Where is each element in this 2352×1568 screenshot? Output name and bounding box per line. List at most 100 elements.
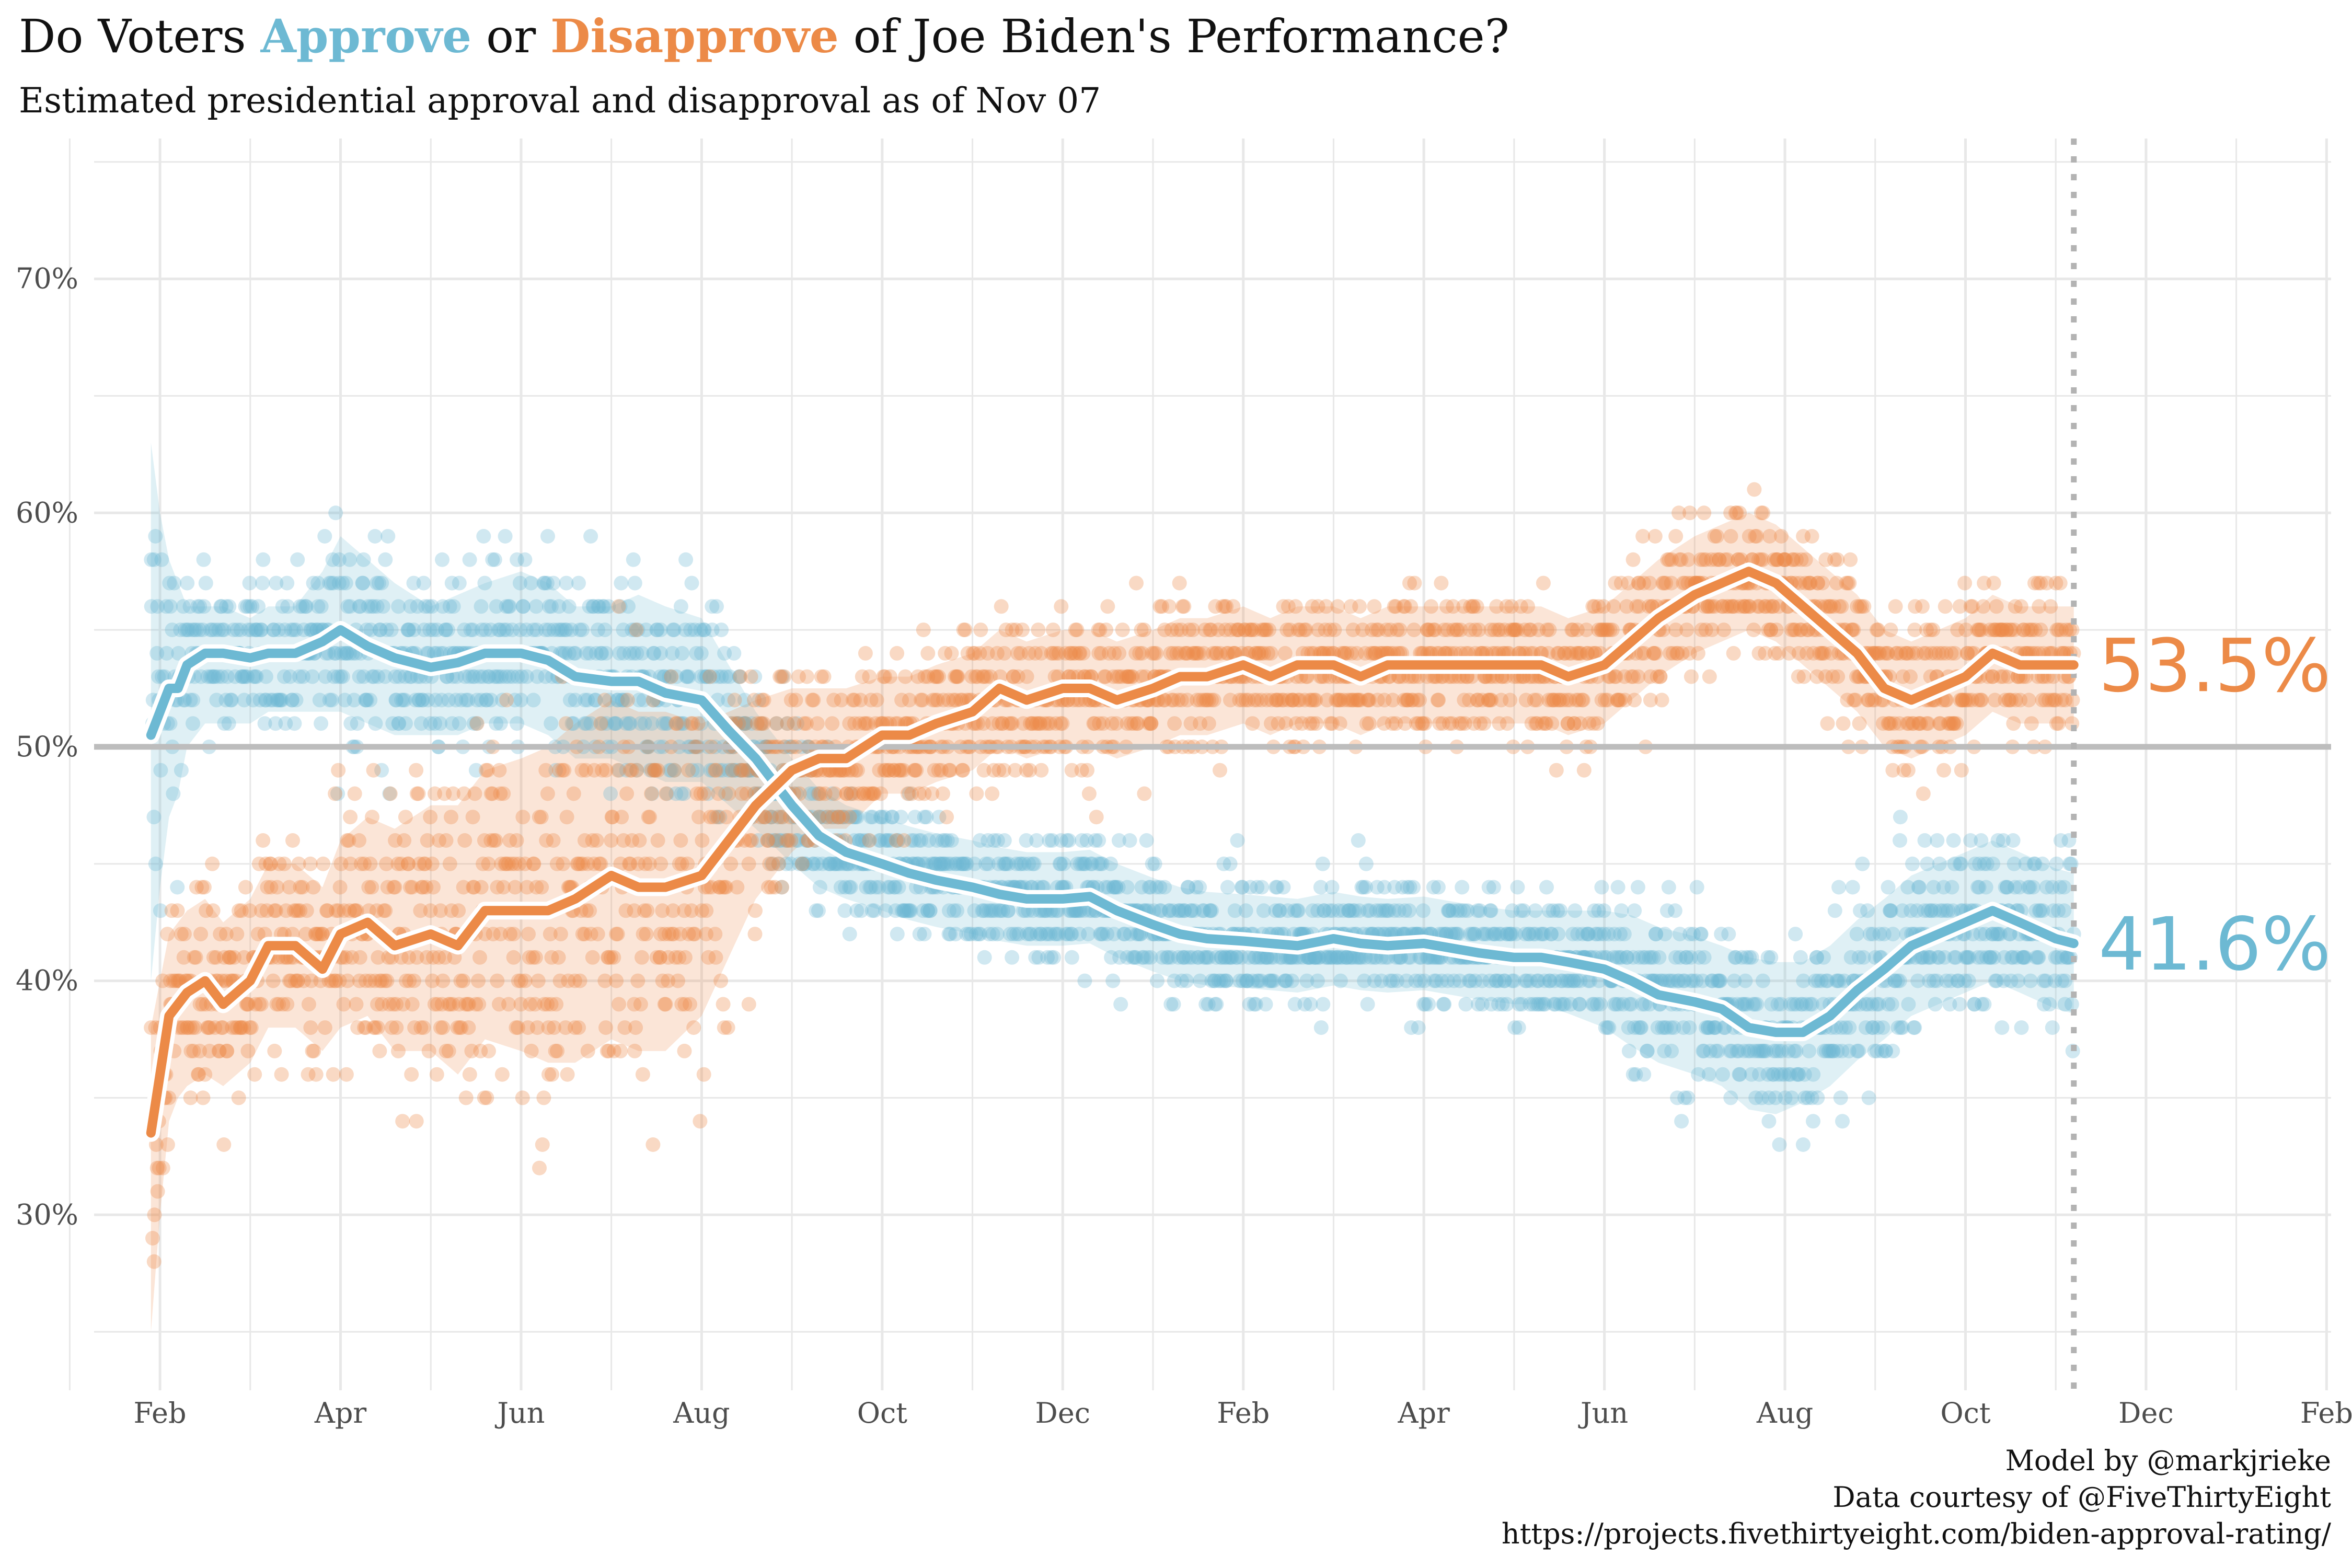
chart-subtitle: Estimated presidential approval and disa… xyxy=(19,80,1101,121)
poll-point xyxy=(506,927,521,942)
poll-point xyxy=(1046,950,1062,965)
poll-point xyxy=(1593,997,1608,1012)
poll-point xyxy=(339,1067,354,1082)
poll-point xyxy=(1749,997,1765,1012)
poll-point xyxy=(423,810,438,825)
poll-point xyxy=(650,833,665,848)
poll-point xyxy=(1064,950,1079,965)
poll-point xyxy=(1303,997,1318,1012)
poll-point xyxy=(1120,880,1135,895)
poll-point xyxy=(536,1090,551,1105)
poll-point xyxy=(235,669,250,684)
poll-point xyxy=(1926,622,1941,638)
poll-point xyxy=(280,997,295,1012)
poll-point xyxy=(442,856,457,871)
poll-point xyxy=(1642,575,1657,591)
poll-point xyxy=(1684,669,1699,684)
poll-point xyxy=(301,997,316,1012)
poll-point xyxy=(342,645,357,661)
poll-point xyxy=(1019,669,1034,684)
poll-point xyxy=(197,599,212,614)
end-label-approve: 41.6% xyxy=(2099,902,2331,987)
poll-point xyxy=(1062,833,1077,848)
poll-point xyxy=(1606,599,1621,614)
poll-point xyxy=(680,856,695,871)
poll-point xyxy=(457,622,472,638)
poll-point xyxy=(385,716,400,731)
poll-point xyxy=(422,622,437,638)
poll-point xyxy=(1089,810,1104,825)
poll-point xyxy=(433,716,448,731)
poll-point xyxy=(284,622,299,638)
poll-point xyxy=(1431,880,1446,895)
poll-point xyxy=(1553,903,1568,918)
poll-point xyxy=(349,997,364,1012)
poll-point xyxy=(406,575,421,591)
poll-point xyxy=(218,599,234,614)
poll-point xyxy=(352,950,367,965)
poll-point xyxy=(521,927,536,942)
poll-point xyxy=(1689,880,1704,895)
poll-point xyxy=(496,786,511,801)
poll-point xyxy=(414,693,430,708)
poll-point xyxy=(614,810,629,825)
poll-point xyxy=(252,693,268,708)
poll-point xyxy=(469,716,485,731)
poll-point xyxy=(540,786,555,801)
poll-point xyxy=(1315,856,1330,871)
x-tick-label: Aug xyxy=(673,1397,730,1429)
poll-point xyxy=(1055,716,1070,731)
poll-point xyxy=(467,786,482,801)
poll-point xyxy=(481,669,497,684)
poll-point xyxy=(147,1207,162,1223)
poll-point xyxy=(1852,716,1867,731)
poll-point xyxy=(1905,856,1920,871)
poll-point xyxy=(217,716,232,731)
poll-point xyxy=(195,1090,211,1105)
poll-point xyxy=(446,599,461,614)
poll-point xyxy=(472,669,487,684)
poll-point xyxy=(2013,599,2028,614)
poll-point xyxy=(566,786,581,801)
poll-point xyxy=(534,810,549,825)
poll-point xyxy=(695,833,710,848)
poll-point xyxy=(148,529,163,544)
poll-point xyxy=(1772,1137,1787,1152)
poll-point xyxy=(149,645,165,661)
poll-point xyxy=(635,950,649,965)
poll-point xyxy=(684,575,699,591)
poll-point xyxy=(893,810,908,825)
x-tick-label: Aug xyxy=(1756,1397,1813,1429)
poll-point xyxy=(454,693,469,708)
poll-point xyxy=(1290,903,1306,918)
poll-point xyxy=(1139,833,1154,848)
caption-source-url[interactable]: https://projects.fivethirtyeight.com/bid… xyxy=(1502,1517,2332,1550)
poll-point xyxy=(2043,599,2058,614)
poll-point xyxy=(451,903,466,918)
poll-point xyxy=(1076,645,1091,661)
poll-point xyxy=(331,552,347,567)
poll-point xyxy=(478,622,493,638)
poll-point xyxy=(197,880,212,895)
poll-point xyxy=(556,856,571,871)
poll-point xyxy=(1912,880,1927,895)
poll-point xyxy=(435,599,451,614)
poll-point xyxy=(858,645,873,661)
poll-point xyxy=(1358,856,1374,871)
poll-point xyxy=(211,669,226,684)
poll-point xyxy=(1976,599,1991,614)
poll-point xyxy=(958,622,973,638)
poll-point xyxy=(1332,716,1347,731)
poll-point xyxy=(339,645,354,661)
poll-point xyxy=(221,716,236,731)
poll-point xyxy=(1744,950,1759,965)
poll-point xyxy=(816,669,832,684)
poll-point xyxy=(510,716,525,731)
poll-point xyxy=(1209,997,1224,1012)
poll-point xyxy=(330,669,345,684)
poll-point xyxy=(741,856,756,871)
poll-point xyxy=(1434,575,1449,591)
poll-point xyxy=(360,693,375,708)
poll-point xyxy=(610,927,625,942)
poll-point xyxy=(1406,880,1421,895)
